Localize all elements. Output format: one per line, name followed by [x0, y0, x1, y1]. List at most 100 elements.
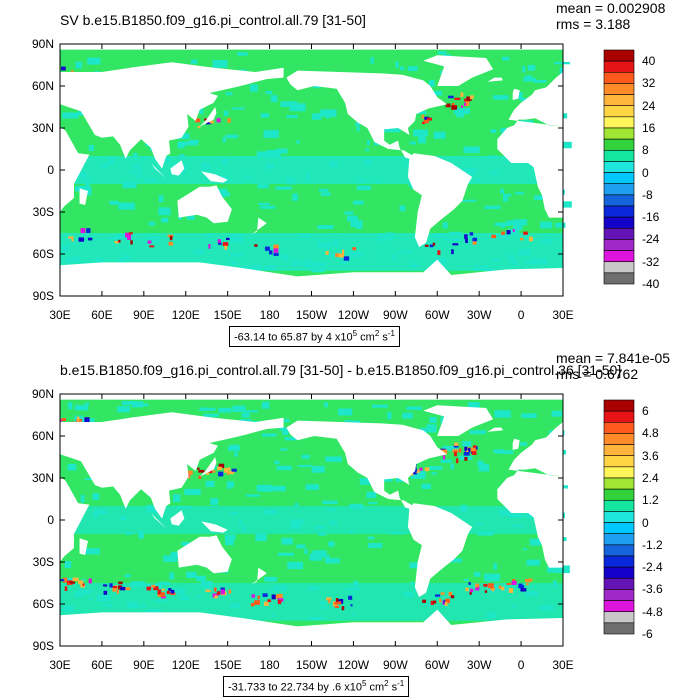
bottom-panel-rms: rms = 0.6762 [556, 366, 639, 382]
colorbar-label: 6 [642, 404, 649, 419]
colorbar-swatch [603, 116, 635, 129]
colorbar-swatch [603, 499, 635, 512]
lon-label: 150E [213, 658, 242, 672]
lon-label: 60W [424, 308, 450, 322]
bottom-range-units: cm [366, 681, 385, 694]
lon-label: 150W [295, 658, 328, 672]
top-colorbar [603, 49, 635, 285]
colorbar-label: -16 [642, 210, 660, 225]
colorbar-swatch [603, 410, 635, 423]
colorbar-label: 3.6 [642, 448, 659, 463]
top-range-units: cm [357, 331, 375, 344]
top-range-units-exp: 2 [374, 329, 380, 338]
colorbar-swatch [603, 544, 635, 557]
colorbar-label: 2.4 [642, 471, 659, 485]
colorbar-swatch [603, 94, 635, 107]
colorbar-swatch [603, 239, 635, 251]
colorbar-swatch [603, 589, 635, 601]
colorbar-label: 0 [642, 515, 649, 530]
colorbar-swatch [603, 60, 635, 73]
lon-label: 120W [337, 308, 370, 322]
colorbar-swatch [603, 622, 635, 635]
colorbar-swatch [603, 49, 635, 62]
top-map-ticks [59, 43, 564, 297]
lon-label: 90W [382, 308, 408, 322]
lon-label: 150E [213, 308, 242, 322]
colorbar-swatch [603, 600, 635, 613]
lat-label: 0 [47, 513, 54, 527]
top-panel-title: SV b.e15.B1850.f09_g16.pi_control.all.79… [60, 12, 366, 28]
colorbar-swatch [603, 477, 635, 490]
lat-label: 60N [31, 79, 54, 93]
lat-label: 60N [31, 429, 54, 443]
colorbar-swatch [603, 105, 635, 118]
top-map-svg [59, 43, 635, 297]
colorbar-swatch [603, 555, 635, 568]
bottom-panel-mean: mean = 7.841e-05 [556, 350, 671, 366]
colorbar-swatch [603, 488, 635, 501]
colorbar-label: 1.2 [642, 493, 659, 508]
colorbar-swatch [603, 149, 635, 162]
lon-label: 0 [517, 308, 525, 322]
lat-label: 90S [32, 289, 54, 303]
lon-label: 30E [49, 308, 71, 322]
colorbar-label: 16 [642, 121, 656, 135]
colorbar-swatch [603, 172, 635, 185]
lon-label: 60E [91, 308, 113, 322]
bottom-map-ticks [59, 393, 564, 647]
colorbar-label: 32 [642, 76, 656, 91]
colorbar-swatch [603, 466, 635, 479]
bottom-range-units-exp: 2 [384, 679, 389, 688]
colorbar-swatch [603, 194, 635, 207]
lat-label: 90S [32, 639, 54, 653]
lon-label: 90W [382, 658, 408, 672]
lon-label: 120E [171, 658, 200, 672]
bottom-colorbar [603, 399, 635, 635]
colorbar-label: -8 [642, 187, 653, 202]
colorbar-label: -32 [642, 254, 660, 269]
top-range-tail: s [379, 331, 388, 344]
lon-label: 60W [424, 658, 450, 672]
lon-label: 150W [295, 308, 328, 322]
top-panel-mean: mean = 0.002908 [556, 0, 666, 16]
colorbar-swatch [603, 421, 635, 434]
lon-label: 60E [91, 658, 113, 672]
colorbar-label: -40 [642, 277, 660, 291]
colorbar-label: -24 [642, 232, 660, 247]
colorbar-label: 24 [642, 98, 656, 113]
lon-label: 30W [466, 658, 492, 672]
colorbar-label: 8 [642, 143, 649, 158]
colorbar-swatch [603, 566, 635, 579]
lon-label: 30E [552, 308, 574, 322]
top-contour-range-box: -63.14 to 65.87 by 4 x105 cm2 s-1 [229, 326, 400, 347]
colorbar-swatch [603, 444, 635, 457]
lon-label: 120E [171, 308, 200, 322]
colorbar-label: -1.2 [642, 537, 663, 552]
lat-label: 0 [47, 163, 54, 177]
lon-label: 30E [49, 658, 71, 672]
colorbar-swatch [603, 138, 635, 151]
lat-label: 90N [31, 37, 54, 51]
colorbar-swatch [603, 511, 635, 523]
lat-label: 30N [31, 121, 54, 135]
bottom-map-land [60, 394, 563, 646]
colorbar-swatch [603, 533, 635, 546]
colorbar-swatch [603, 205, 635, 218]
bottom-range-tail: s [388, 681, 398, 694]
colorbar-swatch [603, 433, 635, 445]
bottom-map-anomalies [59, 401, 570, 621]
top-panel-rms: rms = 3.188 [556, 16, 631, 32]
top-range-exp: 5 [352, 329, 358, 338]
lon-label: 90E [133, 658, 155, 672]
lon-label: 180 [259, 658, 280, 672]
top-map-land [60, 44, 563, 296]
colorbar-swatch [603, 250, 635, 263]
colorbar-label: 4.8 [642, 426, 659, 441]
colorbar-swatch [603, 577, 635, 590]
colorbar-label: -3.6 [642, 582, 663, 597]
colorbar-swatch [603, 183, 635, 196]
lon-label: 120W [337, 658, 370, 672]
colorbar-swatch [603, 611, 635, 624]
bottom-range-text: -31.733 to 22.734 by .6 x10 [228, 681, 362, 694]
lon-label: 30W [466, 308, 492, 322]
